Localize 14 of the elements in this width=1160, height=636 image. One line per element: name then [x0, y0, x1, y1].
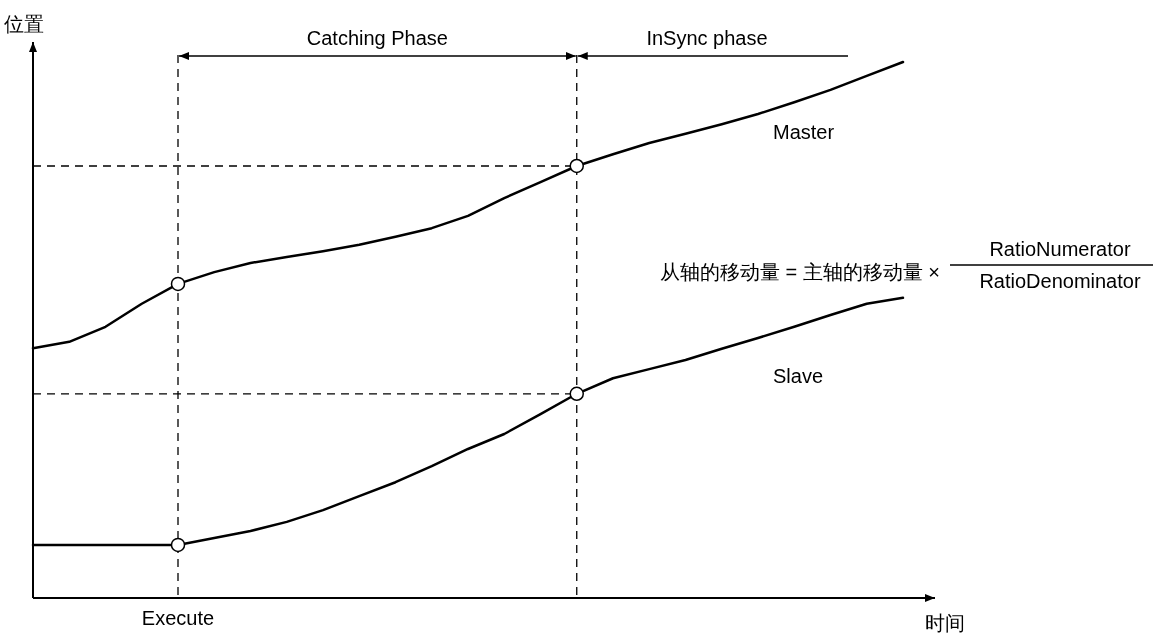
- series-label: Slave: [773, 365, 824, 388]
- annotation: RatioNumerator: [989, 238, 1131, 260]
- point: [170, 276, 186, 292]
- ylabel: 位置: [4, 13, 44, 35]
- point: [569, 386, 584, 402]
- annotation: InSync phase: [646, 27, 768, 49]
- point: [170, 537, 186, 553]
- annotation: 从轴的移动量 = 主轴的移动量 ×: [659, 261, 940, 283]
- annotation: RatioDenominator: [979, 270, 1141, 292]
- xlabel: 时间: [925, 612, 965, 634]
- series-label: Master: [773, 121, 835, 143]
- point: [569, 158, 584, 174]
- annotation: Catching Phase: [306, 27, 448, 49]
- annotation: Execute: [141, 607, 215, 629]
